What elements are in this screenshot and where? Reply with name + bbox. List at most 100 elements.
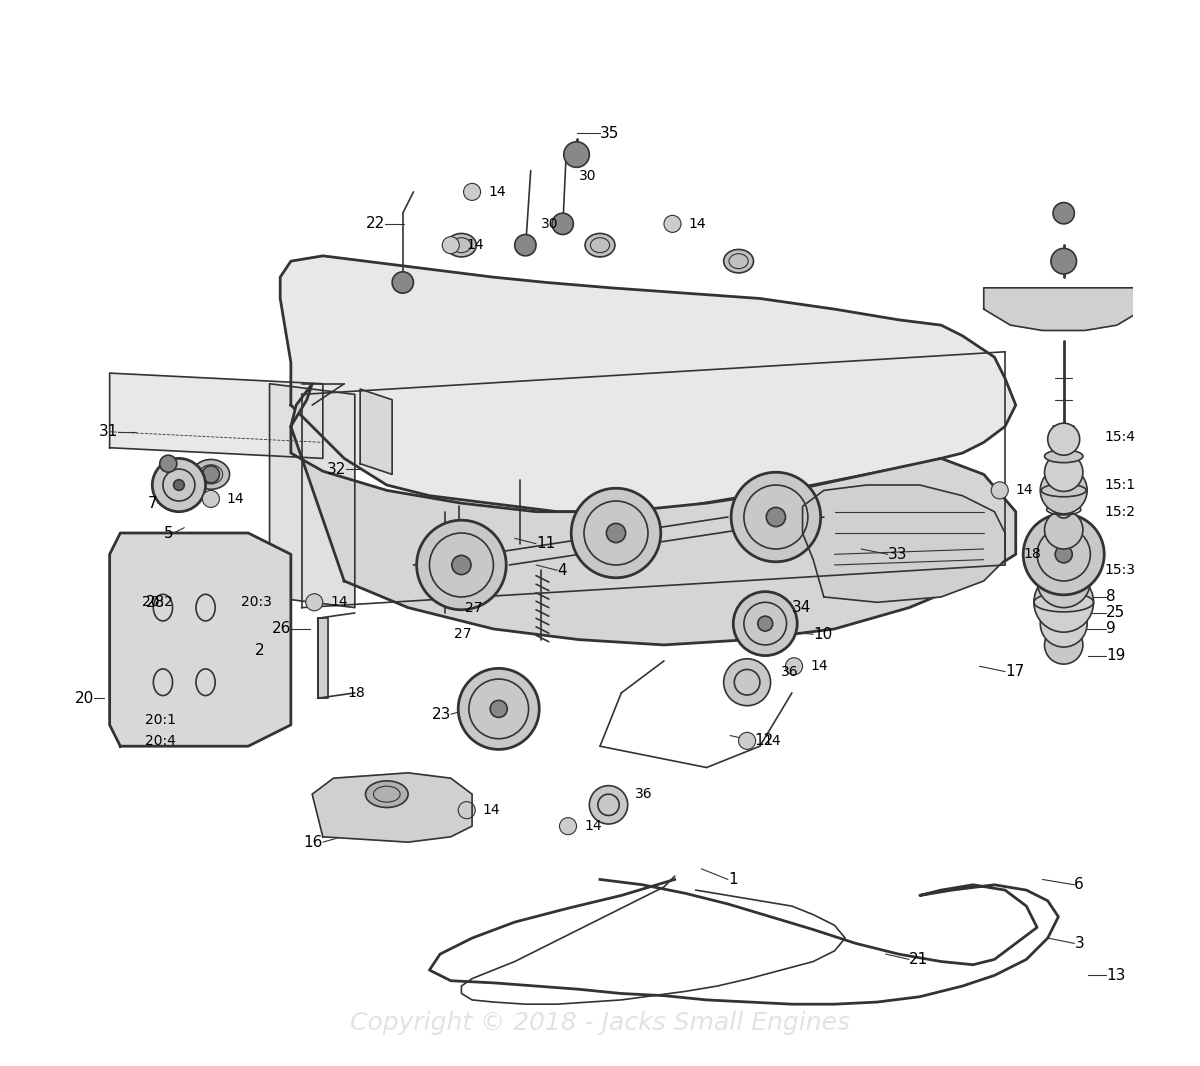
Text: 19: 19 (1106, 648, 1126, 663)
Polygon shape (318, 618, 328, 698)
Circle shape (203, 490, 220, 507)
Text: 14: 14 (330, 595, 348, 610)
Circle shape (160, 455, 176, 472)
Circle shape (559, 818, 576, 835)
Text: Copyright © 2018 - Jacks Small Engines: Copyright © 2018 - Jacks Small Engines (350, 1012, 850, 1035)
Circle shape (452, 555, 472, 575)
Polygon shape (281, 256, 1015, 512)
Polygon shape (290, 384, 1015, 645)
Text: 14: 14 (584, 819, 601, 834)
Text: 16: 16 (304, 835, 323, 850)
Circle shape (664, 215, 682, 232)
Text: 27: 27 (454, 627, 472, 642)
Circle shape (1044, 453, 1082, 491)
Circle shape (306, 594, 323, 611)
Text: 1: 1 (728, 872, 738, 887)
Circle shape (463, 183, 481, 200)
Text: 14: 14 (227, 491, 245, 506)
Polygon shape (984, 288, 1144, 330)
Text: 12: 12 (755, 733, 774, 748)
Text: 9: 9 (1106, 621, 1116, 636)
Text: 5: 5 (164, 526, 174, 540)
Text: 2: 2 (254, 643, 264, 658)
Text: 23: 23 (431, 707, 451, 722)
Text: 14: 14 (1015, 483, 1033, 498)
Text: 6: 6 (1074, 877, 1084, 892)
Text: 18: 18 (347, 685, 365, 700)
Circle shape (571, 488, 661, 578)
Text: 14: 14 (689, 216, 706, 231)
Text: 20:2: 20:2 (142, 595, 173, 610)
Circle shape (1055, 546, 1073, 563)
Circle shape (491, 700, 508, 717)
Polygon shape (270, 384, 355, 608)
Circle shape (1044, 626, 1082, 664)
Ellipse shape (724, 249, 754, 273)
Circle shape (786, 658, 803, 675)
Circle shape (152, 458, 205, 512)
Text: 33: 33 (888, 547, 907, 562)
Text: 14: 14 (467, 238, 485, 253)
Circle shape (458, 802, 475, 819)
Ellipse shape (192, 459, 229, 489)
Circle shape (174, 480, 185, 490)
Circle shape (416, 520, 506, 610)
Text: 4: 4 (557, 563, 566, 578)
Text: 20:4: 20:4 (145, 733, 175, 748)
Circle shape (757, 616, 773, 631)
Text: 7: 7 (148, 496, 157, 511)
Text: 36: 36 (635, 787, 653, 802)
Ellipse shape (586, 233, 614, 257)
Text: 15:2: 15:2 (1104, 504, 1135, 519)
Circle shape (589, 786, 628, 824)
Circle shape (1034, 572, 1093, 632)
Text: 21: 21 (910, 952, 929, 967)
Circle shape (1040, 600, 1087, 647)
Circle shape (1037, 554, 1091, 608)
Text: 17: 17 (1006, 664, 1025, 679)
Circle shape (1048, 423, 1080, 455)
Text: 36: 36 (781, 664, 799, 679)
Text: 11: 11 (536, 536, 556, 551)
Polygon shape (360, 389, 392, 474)
Circle shape (458, 668, 539, 749)
Text: 26: 26 (271, 621, 290, 636)
Text: 27: 27 (464, 600, 482, 615)
Ellipse shape (446, 233, 476, 257)
Text: 14: 14 (488, 184, 505, 199)
Text: 20:3: 20:3 (241, 595, 271, 610)
Text: 32: 32 (326, 462, 347, 477)
Circle shape (392, 272, 414, 293)
Ellipse shape (1044, 450, 1082, 463)
Circle shape (1040, 467, 1087, 514)
Text: 15:1: 15:1 (1104, 478, 1135, 492)
Circle shape (564, 142, 589, 167)
Text: 10: 10 (814, 627, 833, 642)
Polygon shape (803, 485, 1006, 602)
Text: 20:1: 20:1 (145, 712, 176, 727)
Circle shape (203, 466, 220, 483)
Polygon shape (312, 773, 472, 842)
Text: 28: 28 (146, 595, 166, 610)
Text: 35: 35 (600, 126, 619, 141)
Text: 25: 25 (1106, 605, 1126, 620)
Text: 34: 34 (792, 600, 811, 615)
Text: 18: 18 (1024, 547, 1040, 562)
Circle shape (443, 237, 460, 254)
Text: 13: 13 (1106, 968, 1126, 983)
Text: 15:3: 15:3 (1104, 563, 1135, 578)
Circle shape (731, 472, 821, 562)
Text: 15:4: 15:4 (1104, 430, 1135, 445)
Text: 22: 22 (366, 216, 385, 231)
Ellipse shape (366, 780, 408, 808)
Circle shape (515, 235, 536, 256)
Text: 3: 3 (1074, 936, 1084, 951)
Circle shape (738, 732, 756, 749)
Circle shape (1054, 203, 1074, 224)
Polygon shape (109, 373, 323, 458)
Text: 31: 31 (98, 424, 118, 439)
Text: 30: 30 (578, 168, 596, 183)
Text: 30: 30 (541, 216, 559, 231)
Circle shape (724, 659, 770, 706)
Text: 14: 14 (810, 659, 828, 674)
